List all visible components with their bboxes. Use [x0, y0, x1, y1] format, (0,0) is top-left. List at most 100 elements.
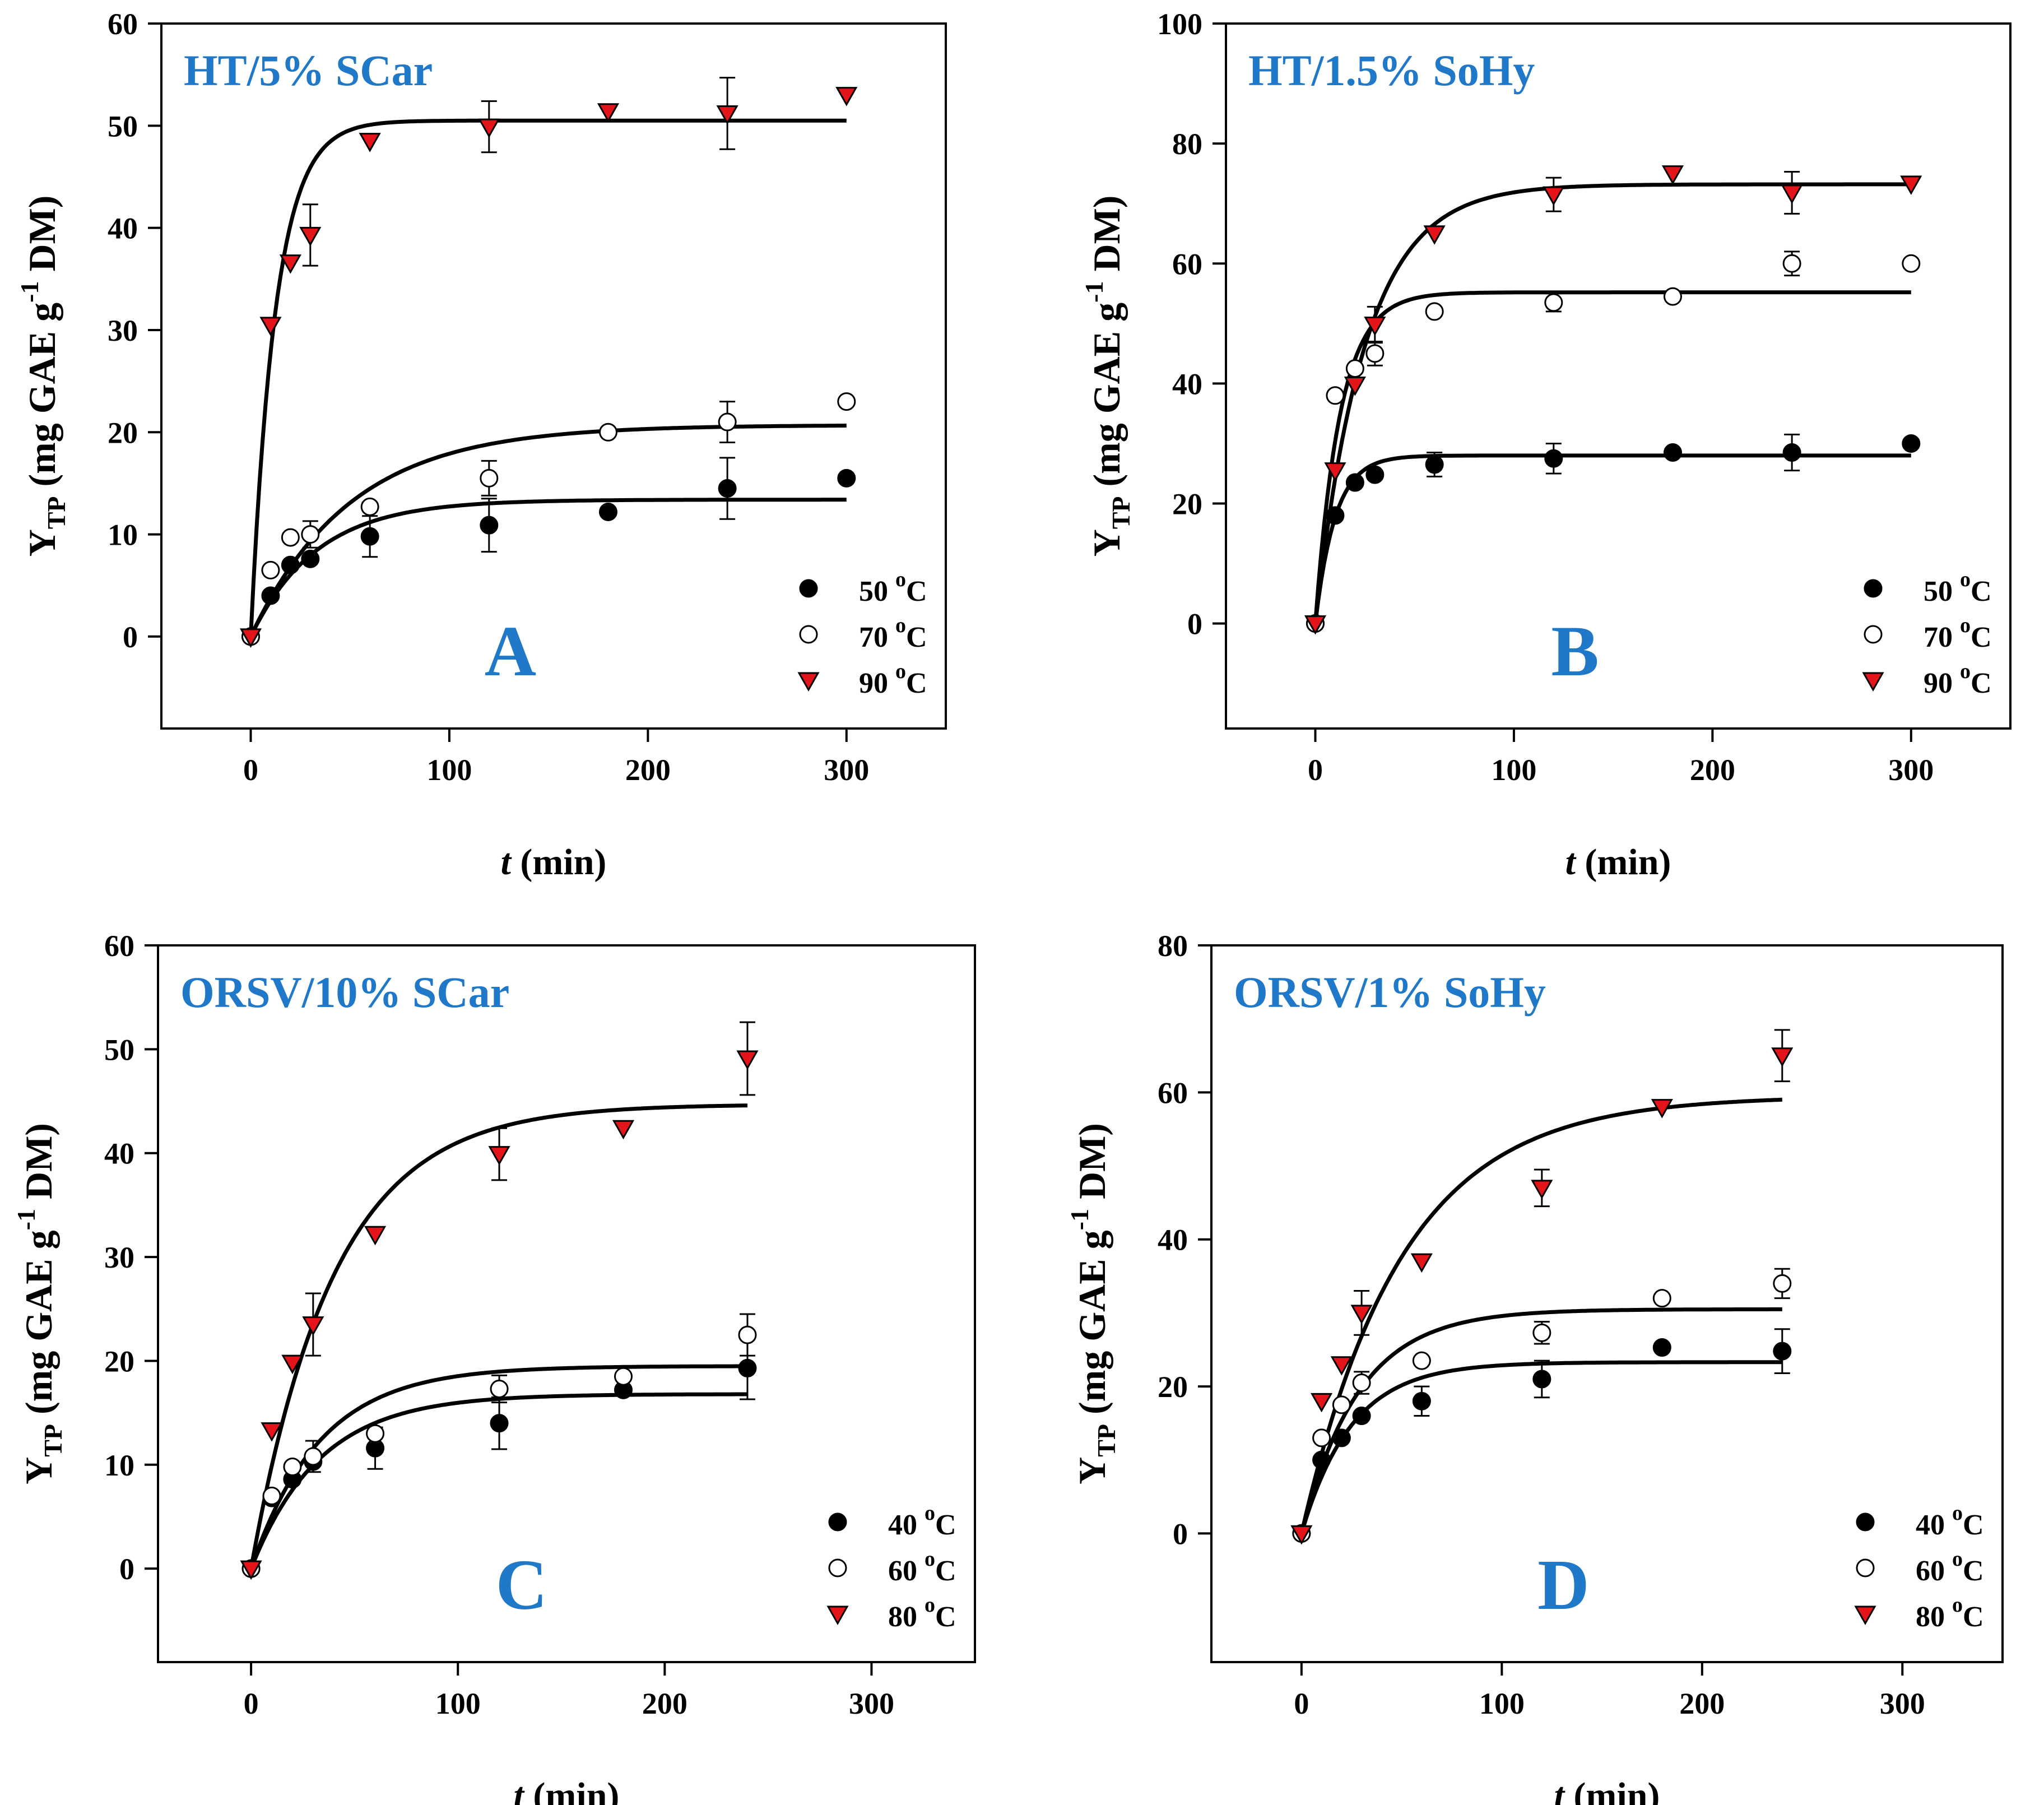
data-point-90: [1900, 175, 1922, 195]
data-point-80: [1651, 1099, 1673, 1119]
legend-label: 50 oC: [859, 568, 927, 607]
data-point-80: [1311, 1393, 1333, 1413]
x-tick-label: 100: [426, 753, 472, 787]
x-tick-label: 200: [1690, 753, 1735, 787]
data-point-80: [1410, 1253, 1433, 1273]
data-point-50: [1782, 443, 1801, 462]
legend-unit: C: [935, 1601, 956, 1633]
y-axis-label-main: Y: [1071, 1457, 1113, 1484]
data-point-60: [490, 1379, 509, 1398]
legend-label: 50 oC: [1924, 568, 1992, 607]
data-point-80: [1350, 1305, 1373, 1324]
plot-frame: [157, 944, 976, 1663]
legend-degree: o: [925, 1547, 935, 1571]
data-point-70: [1425, 302, 1444, 321]
fit-curve-90: [1313, 182, 1911, 624]
data-point-50: [598, 502, 617, 521]
legend-degree: o: [895, 660, 906, 683]
data-point-60: [366, 1424, 385, 1443]
data-point-90: [1364, 316, 1386, 336]
y-axis-label-end: DM): [17, 1123, 60, 1209]
chart-panel-A: 0 100 200 300 0 10 20 30 40 50 60 t (min) YTP (mg GA…: [15, 7, 947, 883]
data-point-70: [281, 528, 300, 547]
data-point-70: [1902, 254, 1921, 273]
data-point-40: [1312, 1450, 1331, 1469]
data-point-90: [478, 118, 500, 138]
legend-unit: C: [1971, 667, 1992, 699]
legend-marker-60: [828, 1558, 847, 1577]
panel-letter: D: [1537, 1545, 1589, 1625]
data-point-70: [360, 497, 379, 516]
y-axis-label-subscript: TP: [1107, 497, 1135, 530]
y-tick-label: 10: [104, 1449, 134, 1482]
data-point-50: [261, 586, 280, 605]
legend-degree: o: [895, 614, 906, 637]
legend-degree: o: [895, 568, 906, 591]
panel-title: HT/1.5% SoHy: [1248, 46, 1535, 95]
y-tick-label: 60: [1158, 1076, 1188, 1110]
x-tick-label: 0: [244, 1687, 259, 1720]
y-axis-label: YTP (mg GAE g-1 DM): [1065, 1123, 1121, 1484]
data-point-40: [1352, 1407, 1371, 1426]
legend-value: 50: [1924, 576, 1960, 607]
legend-value: 60: [888, 1555, 925, 1587]
x-axis-label-variable: t: [514, 1775, 525, 1805]
legend-unit: C: [935, 1509, 956, 1541]
x-axis-label-variable: t: [1565, 842, 1577, 883]
legend-marker-90: [1862, 672, 1884, 692]
legend-label: 80 oC: [888, 1593, 956, 1633]
x-axis-label-unit: (min): [511, 842, 606, 883]
data-point-50: [1345, 473, 1364, 492]
y-tick-label: 80: [1158, 929, 1188, 963]
y-axis-label: YTP (mg GAE g-1 DM): [12, 1123, 67, 1484]
legend-degree: o: [1960, 660, 1971, 683]
y-tick-label: 60: [108, 7, 138, 41]
x-axis-label: t (min): [501, 842, 607, 883]
x-tick-label: 100: [1491, 753, 1536, 787]
panel-letter: B: [1551, 611, 1599, 691]
legend-value: 90: [1924, 667, 1960, 699]
data-point-50: [281, 555, 300, 574]
y-tick-label: 50: [104, 1033, 134, 1066]
data-point-80: [1290, 1525, 1313, 1545]
legend-marker-50: [1864, 579, 1883, 598]
y-axis-label-main: Y: [21, 529, 63, 556]
chart-panel-D: 0 100 200 300 0 20 40 60 80 t (min) YTP (mg GAE g-…: [1065, 929, 2004, 1805]
legend-marker-70: [1864, 625, 1883, 644]
legend-value: 80: [888, 1601, 925, 1633]
legend-degree: o: [925, 1593, 935, 1617]
y-axis-label-unit: (mg GAE g: [1085, 303, 1128, 497]
panel-title: ORSV/10% SCar: [180, 968, 509, 1017]
data-point-90: [299, 226, 322, 247]
legend-label: 40 oC: [1916, 1501, 1984, 1541]
data-point-60: [738, 1325, 757, 1344]
y-axis-label: YTP (mg GAE g-1 DM): [15, 196, 71, 557]
data-point-80: [302, 1316, 324, 1336]
y-axis-label-end: DM): [1085, 196, 1128, 281]
legend-unit: C: [1971, 621, 1992, 653]
data-point-60: [304, 1447, 323, 1466]
y-axis-label-subscript: TP: [1092, 1424, 1121, 1457]
data-point-70: [480, 468, 499, 488]
legend-label: 90 oC: [859, 660, 927, 699]
x-tick-label: 0: [243, 753, 258, 787]
data-point-50: [1425, 455, 1444, 474]
y-axis-label-subscript: TP: [39, 1424, 67, 1457]
legend-value: 40: [1916, 1509, 1952, 1541]
data-point-60: [1773, 1274, 1792, 1293]
y-tick-label: 30: [104, 1241, 134, 1274]
legend-unit: C: [906, 621, 927, 653]
data-point-90: [259, 317, 282, 336]
x-axis-label-unit: (min): [1576, 842, 1671, 883]
x-axis-label-variable: t: [501, 842, 512, 883]
data-point-70: [1326, 386, 1345, 405]
y-tick-label: 30: [108, 314, 138, 347]
y-axis-label-main: Y: [1085, 529, 1128, 556]
data-point-40: [1332, 1428, 1351, 1447]
legend-label: 80 oC: [1916, 1593, 1984, 1633]
y-tick-label: 10: [108, 518, 138, 552]
fit-curve-50: [1313, 453, 1911, 624]
y-axis-label: YTP (mg GAE g-1 DM): [1080, 196, 1135, 557]
y-tick-label: 50: [108, 109, 138, 143]
data-point-50: [837, 468, 856, 488]
